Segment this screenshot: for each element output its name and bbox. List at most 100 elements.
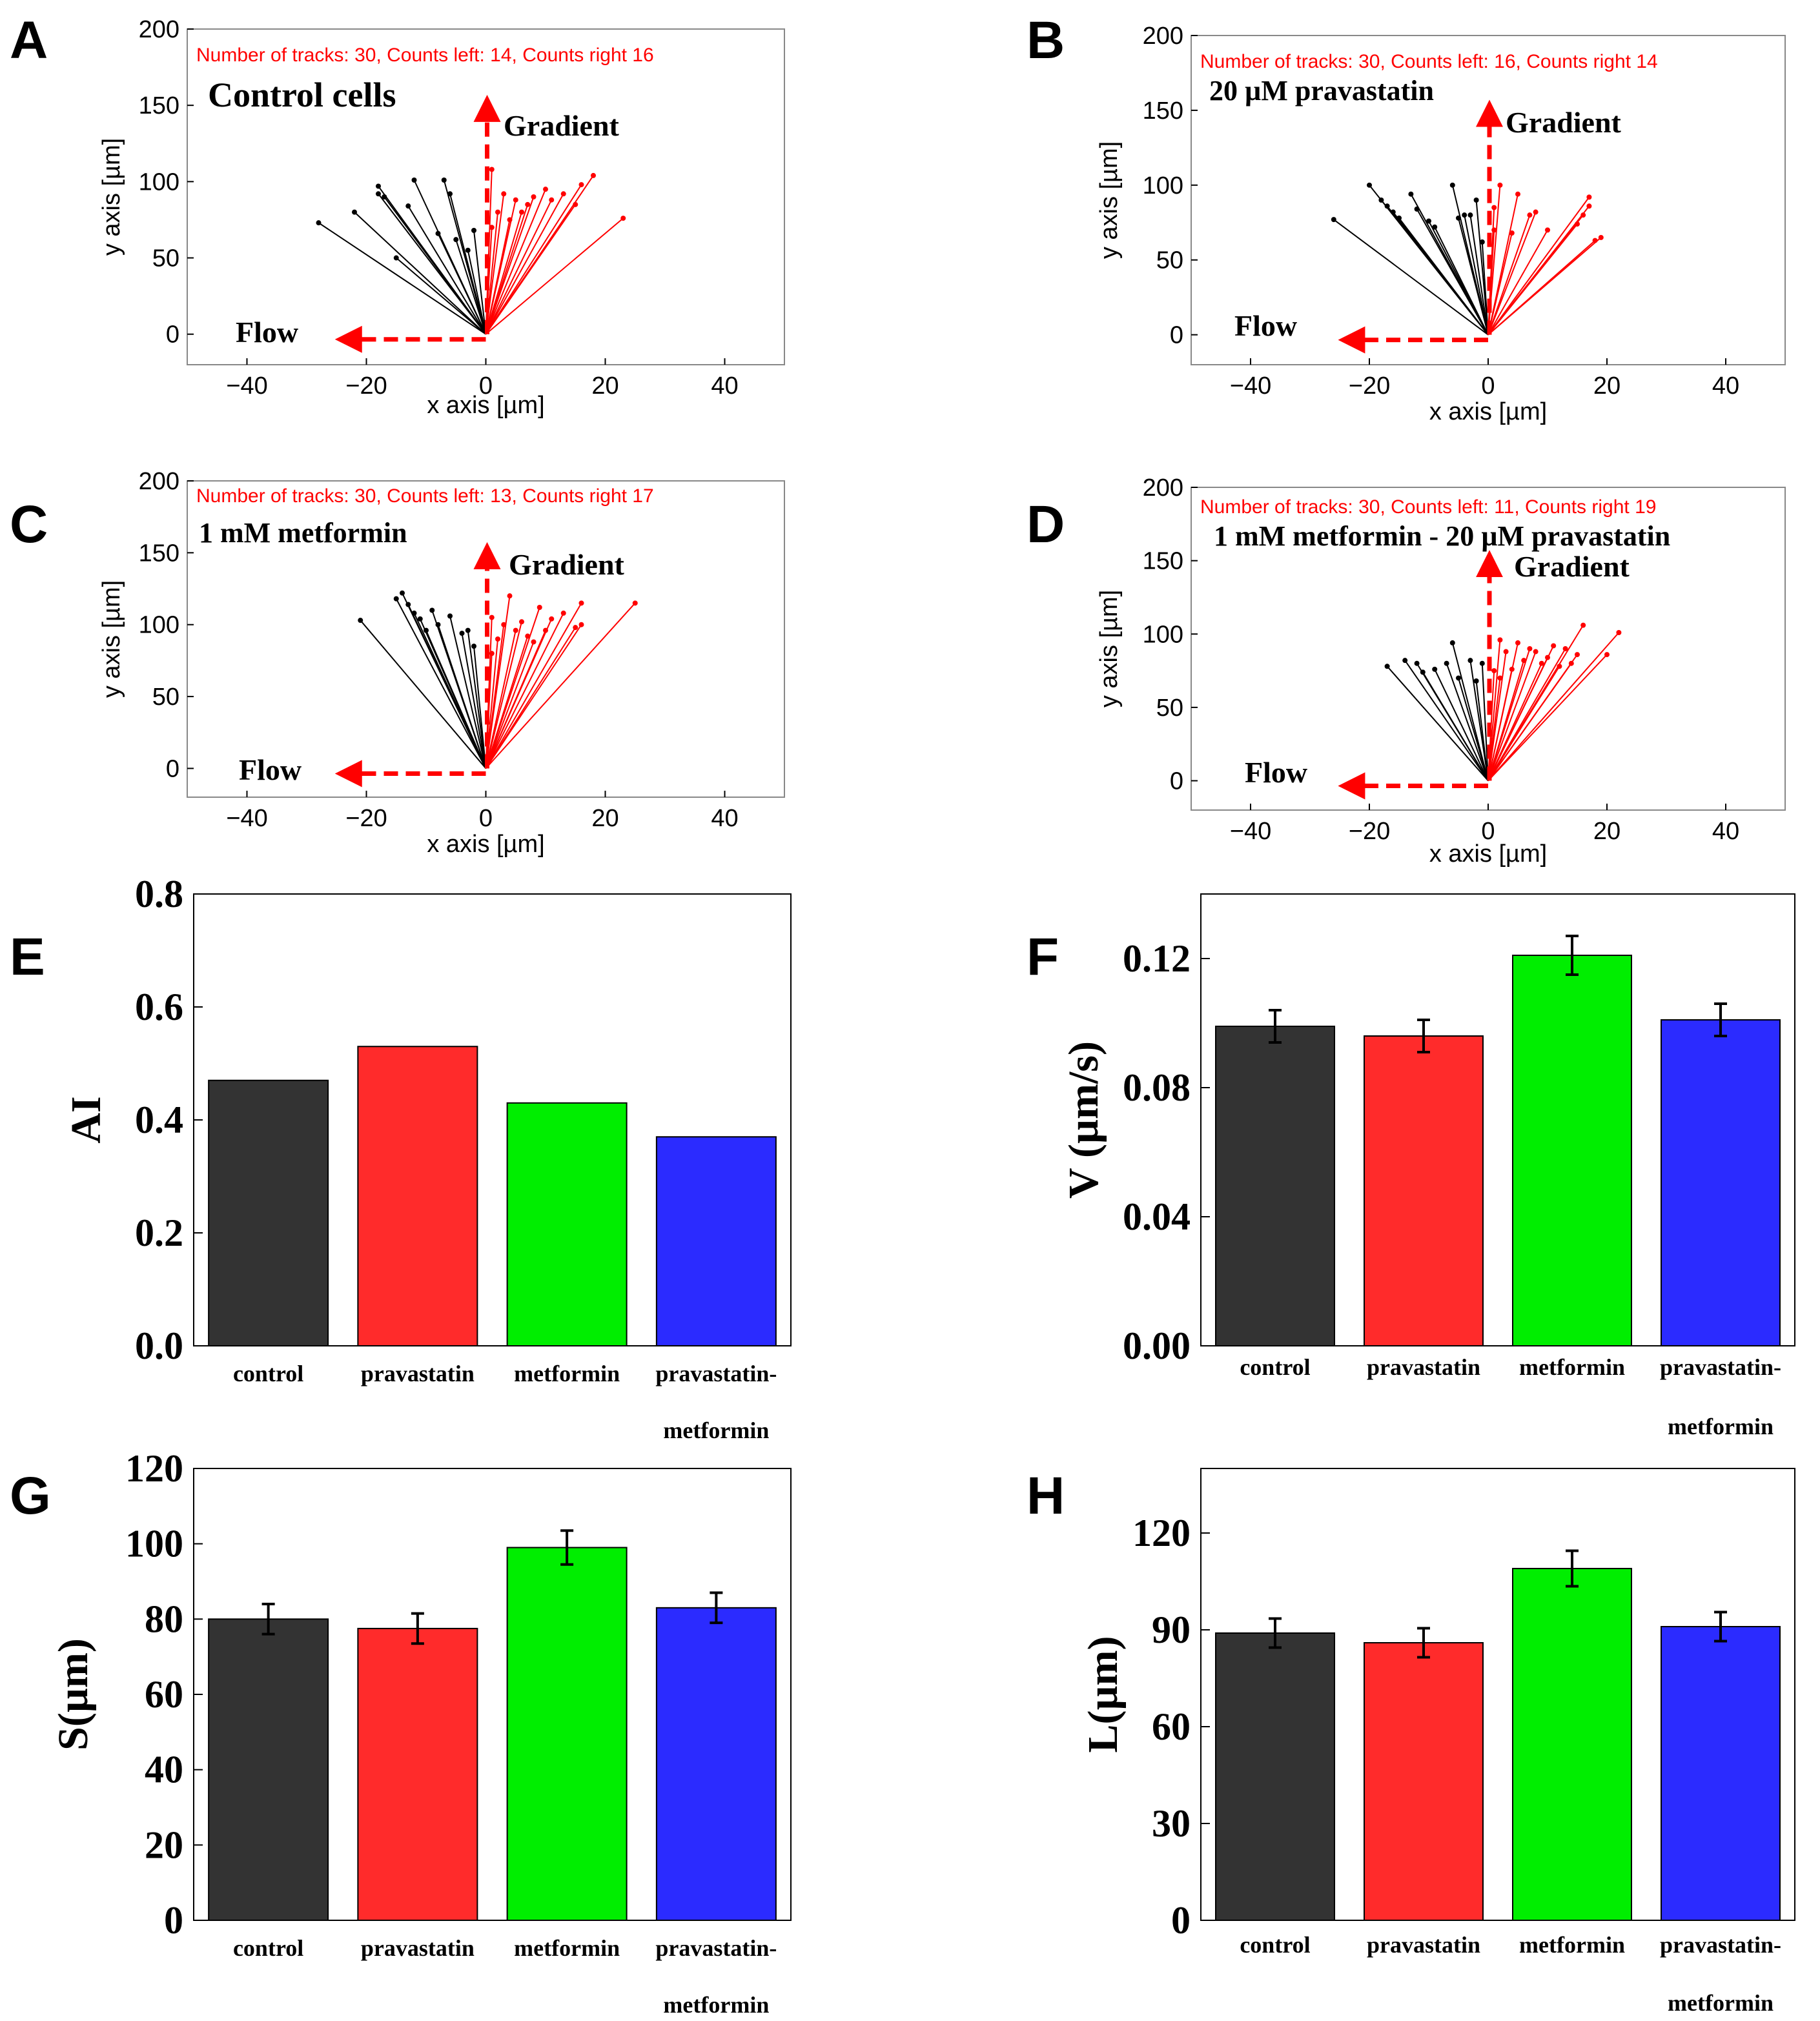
track-line-left	[1469, 215, 1489, 335]
y-tick-label: 50	[152, 245, 179, 272]
track-count-annotation: Number of tracks: 30, Counts left: 13, C…	[196, 485, 654, 507]
y-tick-label: 50	[1156, 695, 1183, 722]
track-endpoint-right	[1616, 630, 1622, 635]
track-endpoint-left	[1432, 666, 1438, 672]
track-endpoint-left	[447, 191, 453, 197]
category-label: control	[233, 1935, 303, 1961]
track-line-right	[1488, 223, 1578, 336]
y-tick-label: 200	[139, 16, 179, 43]
panel-letter: G	[10, 1467, 51, 1525]
panel-d: D 0 50 100 150 200 −40 −20 0 20 40 x axis [µm] y axi…	[1027, 474, 1786, 868]
track-endpoint-left	[352, 209, 357, 215]
track-endpoint-left	[465, 627, 471, 633]
track-endpoint-right	[632, 600, 638, 606]
y-axis-label: S(µm)	[50, 1638, 97, 1751]
x-tick-label: −40	[226, 805, 267, 832]
x-tick-label: 0	[479, 805, 493, 832]
bar-pravastatin	[1364, 1642, 1484, 1921]
track-endpoint-left	[1462, 212, 1467, 218]
track-line-right	[485, 184, 582, 335]
panel-h: H 0 30 60 90 120 L(µm) control pravastatin metfor…	[1027, 1467, 1795, 2016]
track-endpoint-right	[1580, 212, 1586, 218]
track-endpoint-left	[1414, 660, 1420, 666]
track-endpoint-right	[489, 225, 495, 230]
panel-letter: B	[1027, 11, 1065, 70]
gradient-label: Gradient	[1514, 550, 1630, 583]
track-endpoint-right	[1580, 622, 1586, 628]
track-endpoint-left	[382, 194, 387, 199]
x-tick-label: −40	[1230, 372, 1271, 400]
track-line-left	[461, 633, 487, 769]
x-tick-label: 40	[1712, 372, 1739, 400]
track-endpoint-left	[453, 237, 459, 243]
bar-control	[1215, 1632, 1335, 1921]
track-endpoint-right	[1497, 182, 1503, 188]
track-endpoint-left	[358, 618, 363, 624]
bar-control	[208, 1079, 329, 1346]
track-line-left	[396, 257, 487, 335]
panel-letter: D	[1027, 495, 1065, 554]
track-endpoint-left	[1396, 215, 1402, 221]
track-endpoint-right	[549, 197, 555, 203]
x-axis-label: x axis [µm]	[427, 831, 544, 858]
track-line-left	[1434, 227, 1489, 336]
track-line-left	[1422, 671, 1489, 782]
flow-label: Flow	[236, 316, 298, 349]
track-line-right	[485, 630, 516, 769]
track-endpoint-left	[459, 631, 465, 636]
track-line-left	[425, 630, 487, 769]
flow-label: Flow	[239, 753, 302, 786]
track-endpoint-left	[411, 178, 417, 183]
track-endpoint-left	[424, 627, 429, 633]
track-line-left	[473, 230, 487, 334]
track-endpoint-right	[513, 197, 518, 203]
y-tick-label: 120	[125, 1447, 183, 1490]
track-endpoint-right	[537, 605, 542, 610]
condition-label: 1 mM metformin	[199, 517, 407, 549]
flow-label: Flow	[1245, 756, 1307, 789]
track-endpoint-right	[1497, 637, 1503, 643]
track-endpoint-right	[1586, 194, 1592, 200]
track-endpoint-right	[573, 201, 578, 207]
track-line-left	[1451, 642, 1489, 781]
track-count-annotation: Number of tracks: 30, Counts left: 14, C…	[196, 45, 654, 66]
track-endpoint-right	[1503, 649, 1509, 655]
track-endpoint-left	[393, 255, 399, 261]
category-label: metformin	[663, 1992, 769, 2018]
y-tick-label: 200	[1143, 474, 1183, 502]
track-endpoint-left	[411, 610, 417, 616]
track-line-left	[1333, 219, 1489, 336]
track-line-left	[395, 598, 487, 769]
y-tick-label: 0.8	[135, 873, 183, 915]
bar-metformin	[506, 1102, 628, 1346]
y-tick-label: 0.0	[135, 1325, 183, 1367]
track-endpoint-right	[1521, 658, 1527, 664]
bar-pravastatin	[1364, 1035, 1484, 1346]
track-line-right	[485, 188, 546, 335]
track-endpoint-right	[1491, 227, 1497, 233]
track-line-right	[485, 199, 553, 335]
x-tick-label: 20	[591, 372, 619, 400]
track-endpoint-left	[1408, 191, 1414, 197]
y-tick-label: 0.2	[135, 1212, 183, 1254]
track-endpoint-right	[549, 616, 555, 622]
track-endpoint-right	[1604, 652, 1610, 658]
track-line-left	[360, 620, 487, 769]
track-endpoint-right	[1533, 209, 1539, 215]
track-endpoint-left	[441, 178, 447, 183]
track-line-right	[1488, 232, 1513, 335]
track-endpoint-right	[543, 627, 548, 633]
y-tick-label: 60	[145, 1673, 183, 1716]
y-tick-label: 200	[1143, 23, 1183, 50]
y-tick-label: 90	[1152, 1609, 1191, 1651]
track-endpoint-left	[1420, 669, 1426, 675]
track-endpoint-right	[531, 194, 537, 199]
track-endpoint-left	[1473, 198, 1479, 203]
track-endpoint-left	[1467, 658, 1473, 664]
track-line-right	[1488, 632, 1620, 782]
track-endpoint-right	[1586, 203, 1592, 209]
panel-f: F 0.00 0.04 0.08 0.12 V (µm/s) control pravasta…	[1027, 893, 1795, 1439]
track-endpoint-left	[1384, 203, 1390, 209]
track-line-right	[1488, 669, 1513, 781]
x-tick-label: 40	[711, 372, 738, 400]
